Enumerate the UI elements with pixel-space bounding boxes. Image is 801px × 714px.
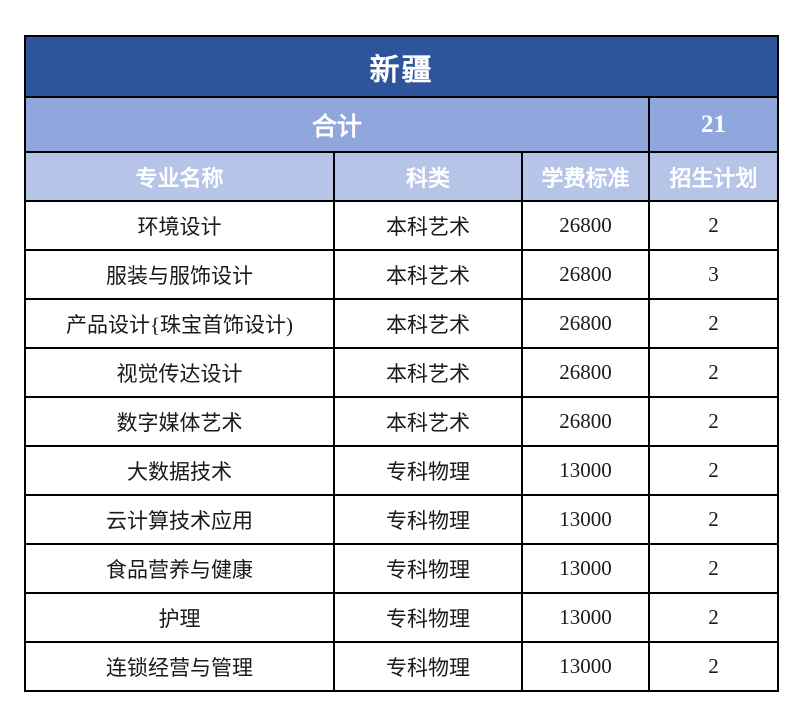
- table-row: 护理 专科物理 13000 2: [24, 592, 779, 643]
- cell-major: 护理: [24, 592, 335, 643]
- cell-plan: 2: [648, 592, 779, 643]
- column-header-tuition: 学费标准: [521, 151, 650, 202]
- cell-tuition: 13000: [521, 494, 650, 545]
- cell-category: 本科艺术: [333, 298, 523, 349]
- cell-plan: 2: [648, 543, 779, 594]
- cell-category: 专科物理: [333, 592, 523, 643]
- cell-tuition: 26800: [521, 200, 650, 251]
- region-title: 新疆: [24, 35, 779, 98]
- cell-tuition: 26800: [521, 396, 650, 447]
- table-row: 产品设计{珠宝首饰设计) 本科艺术 26800 2: [24, 298, 779, 349]
- summary-total-value: 21: [648, 96, 779, 153]
- cell-tuition: 13000: [521, 445, 650, 496]
- column-header-category: 科类: [333, 151, 523, 202]
- table-row: 视觉传达设计 本科艺术 26800 2: [24, 347, 779, 398]
- cell-plan: 2: [648, 200, 779, 251]
- cell-tuition: 13000: [521, 543, 650, 594]
- column-header-major: 专业名称: [24, 151, 335, 202]
- table-row: 云计算技术应用 专科物理 13000 2: [24, 494, 779, 545]
- cell-major: 大数据技术: [24, 445, 335, 496]
- cell-category: 本科艺术: [333, 200, 523, 251]
- cell-major: 连锁经营与管理: [24, 641, 335, 692]
- cell-plan: 2: [648, 396, 779, 447]
- table-row: 环境设计 本科艺术 26800 2: [24, 200, 779, 251]
- cell-major: 产品设计{珠宝首饰设计): [24, 298, 335, 349]
- table-row: 连锁经营与管理 专科物理 13000 2: [24, 641, 779, 692]
- cell-plan: 2: [648, 445, 779, 496]
- cell-tuition: 26800: [521, 298, 650, 349]
- cell-tuition: 26800: [521, 249, 650, 300]
- cell-tuition: 13000: [521, 592, 650, 643]
- cell-major: 食品营养与健康: [24, 543, 335, 594]
- cell-plan: 2: [648, 347, 779, 398]
- admission-plan-table: 新疆 合计 21 专业名称 科类 学费标准 招生计划 环境设计 本科艺术 268…: [24, 35, 779, 692]
- cell-category: 专科物理: [333, 641, 523, 692]
- cell-major: 数字媒体艺术: [24, 396, 335, 447]
- cell-category: 本科艺术: [333, 347, 523, 398]
- cell-category: 专科物理: [333, 494, 523, 545]
- table-row: 大数据技术 专科物理 13000 2: [24, 445, 779, 496]
- table-row-region-title: 新疆: [24, 35, 779, 98]
- cell-category: 本科艺术: [333, 396, 523, 447]
- cell-plan: 2: [648, 494, 779, 545]
- cell-category: 专科物理: [333, 445, 523, 496]
- column-header-plan: 招生计划: [648, 151, 779, 202]
- table-row: 食品营养与健康 专科物理 13000 2: [24, 543, 779, 594]
- table-row: 服装与服饰设计 本科艺术 26800 3: [24, 249, 779, 300]
- cell-major: 服装与服饰设计: [24, 249, 335, 300]
- table-row: 数字媒体艺术 本科艺术 26800 2: [24, 396, 779, 447]
- cell-category: 本科艺术: [333, 249, 523, 300]
- cell-category: 专科物理: [333, 543, 523, 594]
- cell-major: 视觉传达设计: [24, 347, 335, 398]
- cell-plan: 3: [648, 249, 779, 300]
- cell-plan: 2: [648, 641, 779, 692]
- cell-tuition: 26800: [521, 347, 650, 398]
- cell-tuition: 13000: [521, 641, 650, 692]
- table-row-summary: 合计 21: [24, 96, 779, 153]
- summary-label: 合计: [24, 96, 650, 153]
- cell-plan: 2: [648, 298, 779, 349]
- cell-major: 云计算技术应用: [24, 494, 335, 545]
- table-header-row: 专业名称 科类 学费标准 招生计划: [24, 151, 779, 202]
- cell-major: 环境设计: [24, 200, 335, 251]
